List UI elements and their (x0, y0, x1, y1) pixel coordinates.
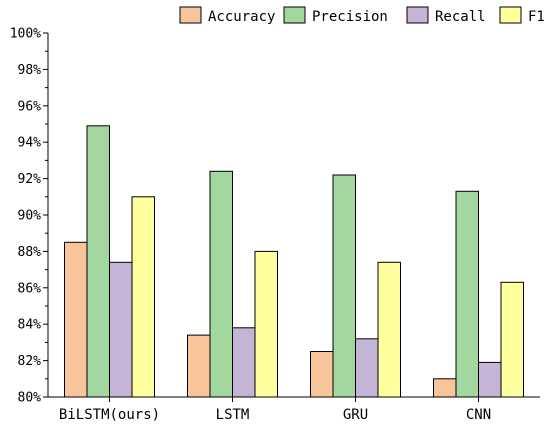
x-tick-label-1: BiLSTM(ours) (59, 407, 160, 423)
legend-label: Recall (435, 9, 486, 25)
legend: Accuracy Precision Recall F1 (179, 6, 545, 25)
legend-label: Accuracy (208, 9, 275, 25)
y-tick-label: 92% (18, 172, 42, 187)
legend-swatch (283, 6, 306, 24)
bar-f1-1 (131, 196, 155, 398)
bar-precision-2 (209, 170, 233, 398)
axes: 80% 82% 84% 86% 88% 90% 92% 94% 96% 98% 100% BiLSTM… (10, 27, 540, 423)
bar-recall-3 (355, 338, 379, 398)
bar-accuracy-2 (187, 334, 211, 398)
y-tick-label: 82% (18, 354, 42, 369)
legend-swatch (179, 6, 202, 24)
y-tick-label: 94% (18, 136, 42, 151)
legend-swatch (406, 6, 429, 24)
bar-f1-4 (500, 281, 524, 398)
bar-f1-3 (377, 261, 401, 398)
legend-swatch (499, 6, 522, 24)
legend-item-precision: Precision (283, 6, 388, 25)
x-tick-label-2: LSTM (216, 407, 250, 423)
bar-f1-2 (254, 250, 278, 398)
y-tick-label: 80% (18, 391, 42, 406)
bar-recall-1 (109, 261, 133, 398)
bar-accuracy-4 (433, 378, 457, 398)
legend-label: Precision (312, 9, 388, 25)
y-tick-label: 100% (10, 27, 41, 42)
bar-precision-4 (455, 190, 479, 398)
y-tick-label: 98% (18, 63, 42, 78)
y-tick-label: 84% (18, 318, 42, 333)
y-tick-label: 90% (18, 209, 42, 224)
bar-recall-4 (478, 361, 502, 398)
legend-item-accuracy: Accuracy (179, 6, 275, 25)
legend-item-f1: F1 (499, 6, 545, 25)
bar-precision-1 (86, 125, 110, 398)
bars (64, 125, 524, 398)
bar-precision-3 (332, 174, 356, 398)
x-tick-label-3: GRU (343, 407, 368, 423)
legend-item-recall: Recall (406, 6, 486, 25)
x-tick-label-4: CNN (466, 407, 491, 423)
y-tick-label: 96% (18, 99, 42, 114)
y-tick-label: 86% (18, 281, 42, 296)
bar-accuracy-3 (310, 351, 334, 398)
bar-accuracy-1 (64, 241, 88, 398)
bar-recall-2 (232, 327, 256, 398)
y-tick-label: 88% (18, 245, 42, 260)
legend-label: F1 (528, 9, 545, 25)
